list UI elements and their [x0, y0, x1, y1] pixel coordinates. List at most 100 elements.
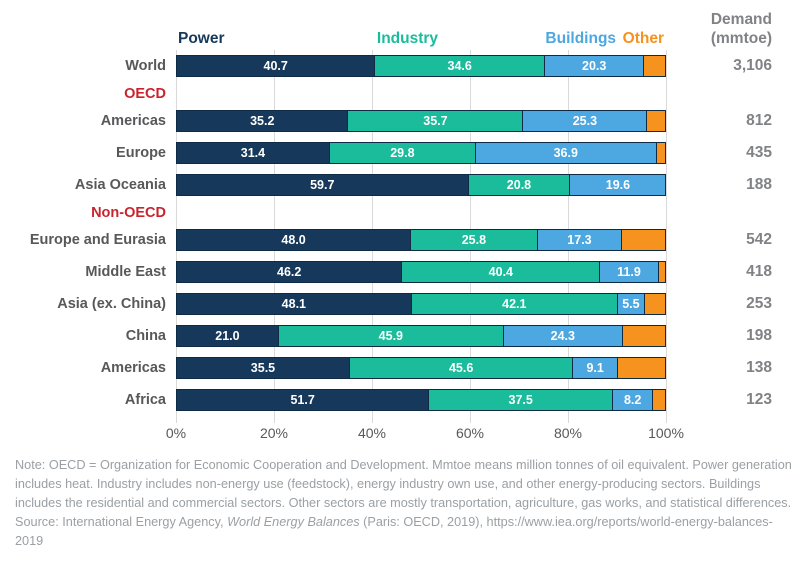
- demand-value: 123: [746, 391, 772, 408]
- bar-segment-power: 48.0: [176, 229, 412, 251]
- bar-value-label: 25.3: [572, 114, 598, 128]
- axis-spacer-right: [666, 416, 810, 446]
- bar-segment-other: [644, 293, 666, 315]
- bar-row-label: World: [125, 58, 166, 74]
- gridline-100%: [666, 50, 667, 423]
- bar-segment-buildings: 8.2: [613, 389, 654, 411]
- bar-segment-power: 48.1: [176, 293, 412, 315]
- bar-segment-power: 46.2: [176, 261, 403, 283]
- bar-value-label: 45.9: [378, 329, 404, 343]
- bar-row: Americas 35.2 35.7 25.3 812: [0, 105, 810, 137]
- demand-value: 542: [746, 231, 772, 248]
- series-header-row: Power Industry Buildings Other: [176, 6, 666, 50]
- bar-segment-industry: 35.7: [348, 110, 524, 132]
- bar-value-label: 48.1: [281, 297, 307, 311]
- bar-segment-buildings: 17.3: [537, 229, 623, 251]
- demand-value: 435: [746, 144, 772, 161]
- bar-track: 31.4 29.8 36.9: [176, 142, 666, 164]
- legend-label-other: Other: [622, 30, 664, 47]
- group-label: OECD: [124, 85, 166, 102]
- bar-value-label: 40.4: [488, 265, 514, 279]
- bar-segment-industry: 42.1: [411, 293, 618, 315]
- group-label-row: OECD: [0, 82, 810, 105]
- bar-segment-buildings: 36.9: [475, 142, 657, 164]
- bar-row: Africa 51.7 37.5 8.2 123: [0, 384, 810, 416]
- demand-value: 812: [746, 112, 772, 129]
- x-tick-label: 40%: [357, 425, 387, 441]
- axis-spacer: [0, 416, 176, 446]
- bar-value-label: 25.8: [461, 233, 487, 247]
- bar-value-label: 8.2: [623, 393, 642, 407]
- bar-segment-buildings: 20.3: [544, 55, 645, 77]
- bar-row: Europe and Eurasia 48.0 25.8 17.3 542: [0, 224, 810, 256]
- bar-value-label: 46.2: [277, 265, 302, 279]
- bar-row: Europe 31.4 29.8 36.9 435: [0, 137, 810, 169]
- x-tick-label: 100%: [648, 425, 684, 441]
- x-tick-label: 0%: [165, 425, 187, 441]
- note-text: Note: OECD = Organization for Economic C…: [15, 458, 792, 511]
- bar-segment-other: [644, 55, 666, 77]
- bar-value-label: 17.3: [567, 233, 592, 247]
- bar-value-label: 9.1: [586, 361, 604, 375]
- bar-segment-industry: 40.4: [402, 261, 601, 283]
- bar-segment-power: 31.4: [176, 142, 330, 164]
- bar-segment-buildings: 19.6: [570, 174, 666, 196]
- bar-segment-other: [622, 325, 666, 347]
- bar-segment-buildings: 5.5: [617, 293, 645, 315]
- bar-value-label: 19.6: [605, 178, 631, 192]
- bar-value-label: 35.2: [250, 114, 275, 128]
- demand-header-line1: Demand: [710, 11, 772, 29]
- legend-label-power: Power: [178, 30, 225, 47]
- demand-value: 188: [746, 176, 772, 193]
- bar-track: 35.5 45.6 9.1: [176, 357, 666, 379]
- bar-track: 48.0 25.8 17.3: [176, 229, 666, 251]
- bar-row: Asia (ex. China) 48.1 42.1 5.5 253: [0, 288, 810, 320]
- bar-segment-industry: 25.8: [411, 229, 538, 251]
- bar-segment-other: [647, 110, 666, 132]
- bar-row-label: Europe: [116, 145, 166, 161]
- bar-value-label: 36.9: [553, 146, 578, 160]
- bar-segment-other: [653, 389, 666, 411]
- demand-column-header: Demand (mmtoe): [666, 11, 810, 50]
- demand-value: 198: [746, 327, 772, 344]
- legend-label-industry: Industry: [376, 30, 439, 47]
- bar-value-label: 20.3: [582, 59, 607, 73]
- bar-row-label: Middle East: [85, 264, 166, 280]
- footnote: Note: OECD = Organization for Economic C…: [15, 456, 795, 551]
- bar-value-label: 24.3: [550, 329, 575, 343]
- x-axis: 0% 20% 40% 60% 80% 100%: [0, 416, 810, 446]
- bar-segment-industry: 20.8: [468, 174, 571, 196]
- bar-row: Asia Oceania 59.7 20.8 19.6 188: [0, 169, 810, 201]
- bar-segment-other: [617, 357, 666, 379]
- bar-segment-other: [622, 229, 666, 251]
- bar-segment-other: [656, 142, 666, 164]
- bar-segment-industry: 37.5: [429, 389, 614, 411]
- source-suffix: (Paris: OECD, 2019), https://www.iea.org…: [15, 515, 773, 549]
- bar-row-label: China: [125, 328, 166, 344]
- bar-value-label: 35.7: [423, 114, 448, 128]
- bar-segment-power: 21.0: [176, 325, 279, 347]
- bar-value-label: 5.5: [622, 297, 640, 311]
- bar-segment-buildings: 24.3: [503, 325, 623, 347]
- bar-row: Middle East 46.2 40.4 11.9 418: [0, 256, 810, 288]
- demand-header-line2: (mmtoe): [710, 29, 772, 47]
- bar-segment-power: 35.5: [176, 357, 350, 379]
- bar-value-label: 35.5: [250, 361, 276, 375]
- bar-segment-industry: 45.9: [278, 325, 504, 347]
- bar-row: World 40.7 34.6 20.3 3,106: [0, 50, 810, 82]
- demand-value: 418: [746, 263, 772, 280]
- bar-segment-buildings: 11.9: [600, 261, 659, 283]
- bar-row-label: Europe and Eurasia: [29, 232, 166, 248]
- bar-row: China 21.0 45.9 24.3 198: [0, 320, 810, 352]
- bar-value-label: 51.7: [290, 393, 315, 407]
- bar-value-label: 20.8: [506, 178, 532, 192]
- chart-body: World 40.7 34.6 20.3 3,106 OECD Americas 35.2 35…: [0, 50, 810, 423]
- bar-track: 35.2 35.7 25.3: [176, 110, 666, 132]
- bar-segment-buildings: 25.3: [523, 110, 648, 132]
- bar-track: 51.7 37.5 8.2: [176, 389, 666, 411]
- bar-value-label: 34.6: [447, 59, 472, 73]
- bar-segment-power: 59.7: [176, 174, 469, 196]
- bar-segment-power: 40.7: [176, 55, 376, 77]
- bar-row-label: Africa: [124, 392, 166, 408]
